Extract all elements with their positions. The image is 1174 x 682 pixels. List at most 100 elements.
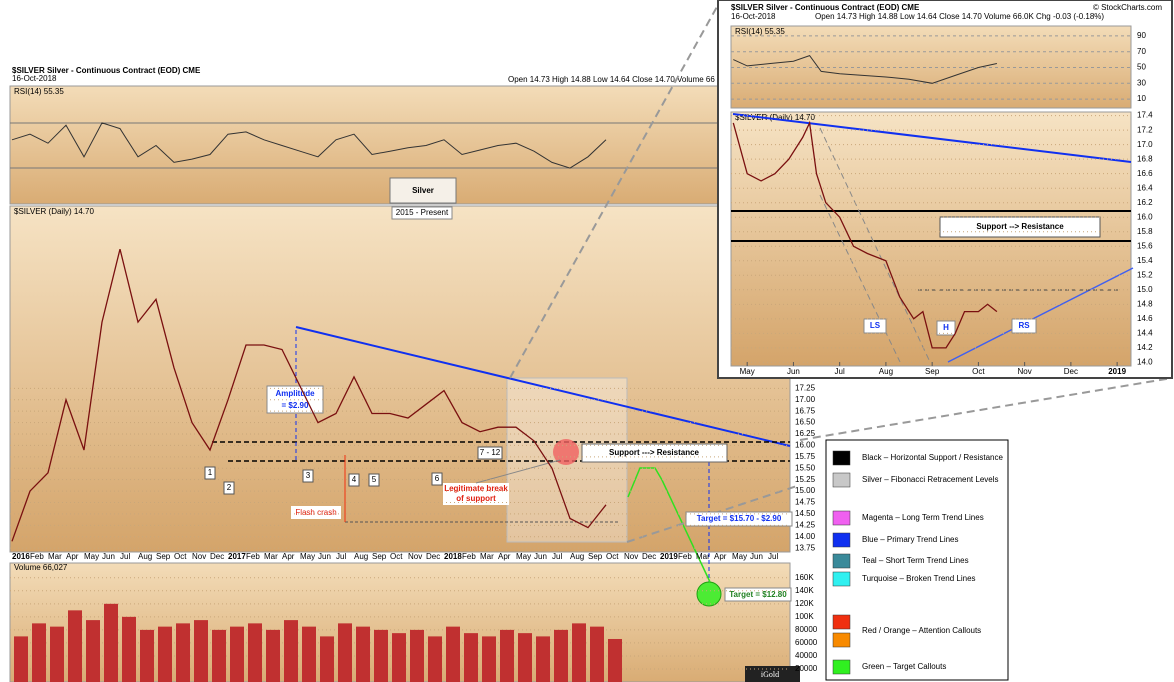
volume-bar <box>500 629 514 682</box>
y-tick-label: 160K <box>795 573 814 582</box>
y-tick-label: 17.0 <box>1137 140 1153 149</box>
legend-label: Black – Horizontal Support / Resistance <box>862 453 1004 462</box>
price-panel <box>9 205 791 553</box>
x-tick-label: Oct <box>606 552 619 561</box>
point-tag <box>302 469 314 483</box>
y-tick-label: 17.00 <box>795 395 816 404</box>
x-tick-label: Jul <box>336 552 346 561</box>
x-tick-label: Mar <box>480 552 494 561</box>
volume-bar <box>230 626 244 682</box>
y-tick-label: 60000 <box>795 638 818 647</box>
y-tick-label: 15.50 <box>795 463 816 472</box>
y-tick-label: 80000 <box>795 625 818 634</box>
volume-bar <box>32 623 46 682</box>
sr-box <box>581 443 728 463</box>
x-tick-label: Jun <box>534 552 547 561</box>
x-tick-label: Dec <box>210 552 224 561</box>
inset-channel <box>819 194 901 363</box>
point-tag <box>431 472 443 486</box>
legend-label: Blue – Primary Trend Lines <box>862 535 959 544</box>
volume-bar <box>104 603 118 682</box>
x-tick-label: Oct <box>174 552 187 561</box>
y-tick-label: 40000 <box>795 651 818 660</box>
volume-bar <box>410 629 424 682</box>
x-tick-label: Sep <box>925 367 940 376</box>
x-tick-label: Jul <box>552 552 562 561</box>
y-tick-label: 15.0 <box>1137 285 1153 294</box>
volume-bar <box>446 626 460 682</box>
volume-bar <box>140 629 154 682</box>
volume-bar <box>356 626 370 682</box>
inset-price-panel <box>730 111 1132 367</box>
volume-bar <box>122 616 136 682</box>
target-label: Target = $12.80 <box>729 590 787 599</box>
x-tick-label: May <box>740 367 755 376</box>
y-tick-label: 20000 <box>795 664 818 673</box>
y-tick-label: 14.0 <box>1137 357 1153 366</box>
y-tick-label: 16.0 <box>1137 212 1153 221</box>
y-tick-label: 15.25 <box>795 475 816 484</box>
x-tick-label: Mar <box>264 552 278 561</box>
target-range: Target = $15.70 - $2.90 <box>697 514 782 523</box>
y-tick-label: 14.6 <box>1137 314 1153 323</box>
x-tick-label: Nov <box>192 552 206 561</box>
zoom-connector <box>509 4 719 379</box>
crash-label: Flash crash <box>295 508 336 517</box>
y-tick-label: 15.8 <box>1137 227 1153 236</box>
point-tag <box>368 473 380 487</box>
legend-swatch <box>832 532 851 548</box>
x-tick-label: Sep <box>588 552 603 561</box>
x-tick-label: 2019 <box>660 552 678 561</box>
point-label: 1 <box>208 468 213 477</box>
x-tick-label: Aug <box>354 552 368 561</box>
break-box <box>443 483 509 505</box>
y-tick-label: 140K <box>795 586 814 595</box>
y-tick-label: 14.25 <box>795 520 816 529</box>
y-tick-label: 14.00 <box>795 532 816 541</box>
price-line <box>733 55 998 84</box>
volume-bar <box>14 636 28 682</box>
volume-bar <box>338 623 352 682</box>
legend-label: Silver – Fibonacci Retracement Levels <box>862 475 999 484</box>
inset-credit: © StockCharts.com <box>1093 3 1162 12</box>
point-label: 6 <box>435 474 440 483</box>
point-tag <box>204 466 216 480</box>
amplitude-label: Amplitude <box>275 389 315 398</box>
x-tick-label: Oct <box>972 367 985 376</box>
y-tick-label: 16.50 <box>795 418 816 427</box>
volume-bar <box>608 638 622 682</box>
y-tick-label: 14.8 <box>1137 299 1153 308</box>
x-tick-label: Sep <box>156 552 171 561</box>
heading-box <box>389 177 457 204</box>
y-tick-label: 70 <box>1137 47 1146 56</box>
volume-bar <box>482 636 496 682</box>
volume-bar <box>284 620 298 682</box>
y-tick-label: 15.00 <box>795 486 816 495</box>
point-label: 3 <box>306 471 311 480</box>
y-tick-label: 16.6 <box>1137 169 1153 178</box>
volume-bar <box>464 633 478 682</box>
rsi-label: RSI(14) 55.35 <box>14 87 64 96</box>
h-box <box>936 320 956 336</box>
point-label: 2 <box>227 483 232 492</box>
volume-bar <box>320 636 334 682</box>
x-tick-label: Apr <box>714 552 727 561</box>
main-header: Open 14.73 High 14.88 Low 14.64 Close 14… <box>508 75 715 84</box>
main-title: $SILVER Silver - Continuous Contract (EO… <box>12 66 201 75</box>
y-tick-label: 16.2 <box>1137 198 1153 207</box>
x-tick-label: Feb <box>246 552 260 561</box>
x-tick-label: Feb <box>462 552 476 561</box>
ls-label: LS <box>870 321 881 330</box>
y-tick-label: 16.25 <box>795 429 816 438</box>
legend-label: Magenta – Long Term Trend Lines <box>862 513 984 522</box>
trend-line <box>295 326 791 447</box>
volume-bar <box>158 626 172 682</box>
x-tick-label: May <box>516 552 531 561</box>
x-tick-label: Aug <box>570 552 584 561</box>
y-tick-label: 14.75 <box>795 498 816 507</box>
y-tick-label: 15.4 <box>1137 256 1153 265</box>
y-tick-label: 14.50 <box>795 509 816 518</box>
legend-swatch <box>832 450 851 466</box>
volume-bar <box>176 623 190 682</box>
